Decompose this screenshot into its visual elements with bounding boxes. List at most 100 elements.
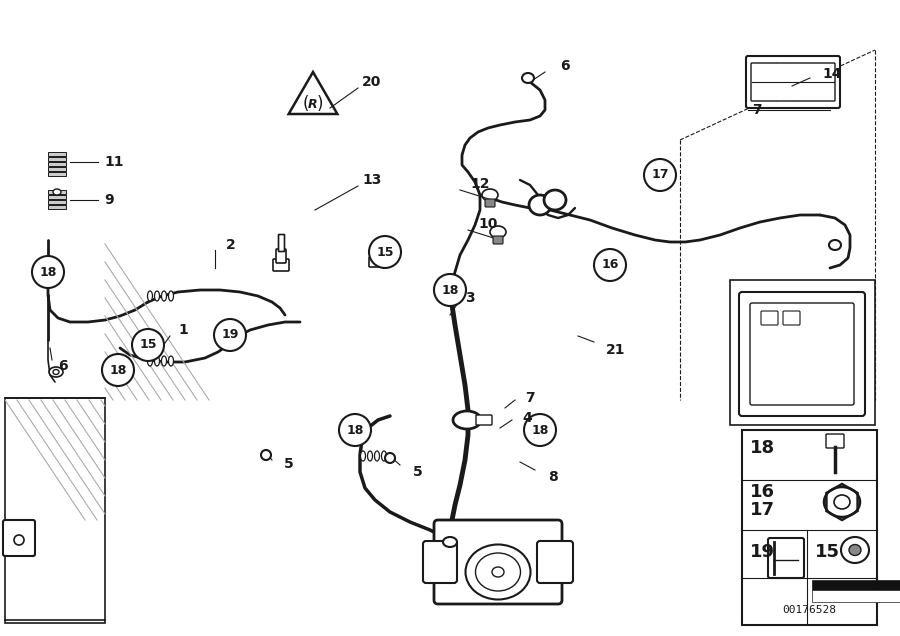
Text: 18: 18 [109, 364, 127, 377]
Text: 18: 18 [441, 284, 459, 296]
Ellipse shape [382, 451, 386, 461]
Ellipse shape [849, 544, 861, 555]
FancyBboxPatch shape [276, 249, 286, 263]
Text: 5: 5 [284, 457, 293, 471]
Circle shape [434, 274, 466, 306]
FancyBboxPatch shape [273, 259, 289, 271]
FancyBboxPatch shape [750, 303, 854, 405]
Ellipse shape [492, 567, 504, 577]
Text: 14: 14 [822, 67, 842, 81]
Text: 18: 18 [531, 424, 549, 436]
FancyBboxPatch shape [423, 541, 457, 583]
Text: 15: 15 [140, 338, 157, 352]
FancyBboxPatch shape [751, 63, 835, 101]
FancyBboxPatch shape [768, 538, 804, 578]
FancyBboxPatch shape [48, 152, 66, 156]
FancyBboxPatch shape [493, 236, 503, 244]
Ellipse shape [148, 356, 152, 366]
FancyBboxPatch shape [812, 580, 900, 590]
FancyBboxPatch shape [3, 520, 35, 556]
Ellipse shape [522, 73, 534, 83]
FancyBboxPatch shape [783, 311, 800, 325]
Ellipse shape [443, 537, 457, 547]
FancyBboxPatch shape [730, 280, 875, 425]
FancyBboxPatch shape [369, 257, 383, 267]
FancyBboxPatch shape [48, 205, 66, 209]
Text: 00176528: 00176528 [782, 605, 836, 615]
FancyBboxPatch shape [826, 434, 844, 448]
Text: 1: 1 [178, 323, 188, 337]
Ellipse shape [155, 291, 159, 301]
Circle shape [594, 249, 626, 281]
Ellipse shape [53, 370, 59, 375]
Text: 16: 16 [601, 258, 618, 272]
Ellipse shape [482, 189, 498, 201]
FancyBboxPatch shape [48, 162, 66, 166]
Text: 20: 20 [362, 75, 382, 89]
FancyBboxPatch shape [48, 195, 66, 199]
FancyBboxPatch shape [537, 541, 573, 583]
Ellipse shape [155, 356, 159, 366]
FancyBboxPatch shape [746, 56, 840, 108]
Text: 7: 7 [752, 103, 761, 117]
Text: (: ( [302, 95, 310, 113]
Ellipse shape [168, 356, 174, 366]
Ellipse shape [367, 451, 373, 461]
FancyBboxPatch shape [48, 167, 66, 171]
Text: 19: 19 [221, 329, 239, 342]
Text: 10: 10 [478, 217, 498, 231]
Text: 18: 18 [346, 424, 364, 436]
Text: 18: 18 [40, 265, 57, 279]
Text: 3: 3 [465, 291, 474, 305]
FancyBboxPatch shape [812, 590, 900, 602]
FancyBboxPatch shape [742, 430, 877, 625]
FancyBboxPatch shape [48, 172, 66, 176]
FancyBboxPatch shape [485, 199, 495, 207]
Ellipse shape [529, 195, 551, 215]
FancyBboxPatch shape [48, 157, 66, 161]
Text: R: R [308, 97, 318, 111]
Ellipse shape [824, 487, 860, 517]
FancyBboxPatch shape [374, 247, 380, 259]
Ellipse shape [148, 291, 152, 301]
Text: 21: 21 [606, 343, 626, 357]
Text: ): ) [317, 95, 323, 113]
Text: 4: 4 [522, 411, 532, 425]
FancyBboxPatch shape [434, 520, 562, 604]
Text: 8: 8 [548, 470, 558, 484]
Ellipse shape [841, 537, 869, 563]
Text: 6: 6 [58, 359, 68, 373]
Text: 16: 16 [750, 483, 775, 501]
Ellipse shape [161, 291, 166, 301]
Text: 7: 7 [525, 391, 535, 405]
Ellipse shape [475, 553, 520, 591]
Ellipse shape [161, 356, 166, 366]
Text: 15: 15 [815, 543, 840, 561]
Ellipse shape [53, 189, 61, 195]
Ellipse shape [834, 495, 850, 509]
Ellipse shape [261, 450, 271, 460]
Ellipse shape [453, 411, 481, 429]
Ellipse shape [49, 367, 63, 377]
Text: 18: 18 [750, 439, 775, 457]
Text: 17: 17 [652, 169, 669, 181]
Text: 13: 13 [362, 173, 382, 187]
Text: 17: 17 [750, 501, 775, 519]
Circle shape [132, 329, 164, 361]
Text: 2: 2 [226, 238, 236, 252]
Circle shape [214, 319, 246, 351]
FancyBboxPatch shape [48, 200, 66, 204]
Ellipse shape [465, 544, 530, 600]
Ellipse shape [374, 451, 380, 461]
Ellipse shape [441, 278, 459, 292]
Ellipse shape [385, 453, 395, 463]
Circle shape [644, 159, 676, 191]
FancyBboxPatch shape [5, 398, 105, 623]
Ellipse shape [168, 291, 174, 301]
FancyBboxPatch shape [278, 235, 284, 251]
Ellipse shape [544, 190, 566, 210]
Text: 5: 5 [413, 465, 423, 479]
Text: 6: 6 [560, 59, 570, 73]
Text: 9: 9 [104, 193, 113, 207]
Ellipse shape [361, 451, 365, 461]
